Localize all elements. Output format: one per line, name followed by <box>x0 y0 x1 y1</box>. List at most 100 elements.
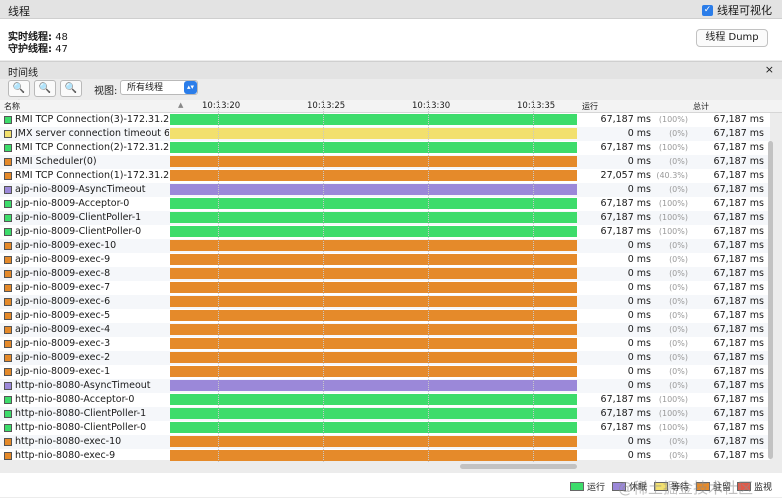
total-time: 67,187 ms <box>713 226 764 237</box>
watermark: @稀土掘金技术社区 <box>618 479 754 497</box>
total-time: 67,187 ms <box>713 128 764 139</box>
timeline-bar <box>170 198 577 209</box>
table-row[interactable]: ajp-nio-8009-ClientPoller-1 67,187 ms (100… <box>0 211 770 225</box>
grid-line <box>218 100 220 462</box>
state-swatch <box>4 340 12 348</box>
total-time: 67,187 ms <box>713 212 764 223</box>
running-percent: (0%) <box>669 381 688 390</box>
thread-name: JMX server connection timeout 60 <box>15 128 169 139</box>
table-row[interactable]: ajp-nio-8009-exec-10 0 ms (0%) 67,187 ms <box>0 239 770 253</box>
table-row[interactable]: ajp-nio-8009-exec-5 0 ms (0%) 67,187 ms <box>0 309 770 323</box>
time-tick: 10:13:30 <box>412 101 451 111</box>
checkbox-checked-icon[interactable]: ✓ <box>702 4 713 16</box>
running-time: 0 ms <box>627 338 651 349</box>
table-row[interactable]: ajp-nio-8009-exec-4 0 ms (0%) 67,187 ms <box>0 323 770 337</box>
timeline-bar <box>170 226 577 237</box>
table-row[interactable]: RMI Scheduler(0) 0 ms (0%) 67,187 ms <box>0 155 770 169</box>
state-swatch <box>4 298 12 306</box>
table-row[interactable]: RMI TCP Connection(1)-172.31.238 27,057 m… <box>0 169 770 183</box>
total-time: 67,187 ms <box>713 380 764 391</box>
threads-header: 线程 ✓ 线程可视化 <box>0 0 782 19</box>
column-total[interactable]: 总计 <box>693 102 709 111</box>
grid-line <box>533 100 535 462</box>
zoom-fit-button[interactable]: 🔍 <box>60 80 82 97</box>
running-time: 0 ms <box>627 366 651 377</box>
table-row[interactable]: http-nio-8080-exec-9 0 ms (0%) 67,187 ms <box>0 449 770 463</box>
running-time: 0 ms <box>627 380 651 391</box>
state-swatch <box>4 396 12 404</box>
running-time: 67,187 ms <box>600 198 651 209</box>
table-row[interactable]: ajp-nio-8009-exec-6 0 ms (0%) 67,187 ms <box>0 295 770 309</box>
running-time: 0 ms <box>627 352 651 363</box>
vertical-scrollbar[interactable] <box>768 141 773 459</box>
table-row[interactable]: JMX server connection timeout 60 0 ms (0%)… <box>0 127 770 141</box>
timeline-bar <box>170 324 577 335</box>
thread-name: http-nio-8080-exec-9 <box>15 450 116 461</box>
select-arrows-icon[interactable]: ▴▾ <box>184 81 197 94</box>
time-tick: 10:13:35 <box>517 101 556 111</box>
total-time: 67,187 ms <box>713 324 764 335</box>
timeline-bar <box>170 338 577 349</box>
state-swatch <box>4 214 12 222</box>
state-swatch <box>4 284 12 292</box>
running-time: 67,187 ms <box>600 212 651 223</box>
table-row[interactable]: ajp-nio-8009-exec-8 0 ms (0%) 67,187 ms <box>0 267 770 281</box>
table-row[interactable]: http-nio-8080-ClientPoller-0 67,187 ms (10… <box>0 421 770 435</box>
table-row[interactable]: RMI TCP Connection(2)-172.31.238 67,187 m… <box>0 141 770 155</box>
running-percent: (100%) <box>658 227 688 236</box>
timeline-bar <box>170 282 577 293</box>
running-percent: (0%) <box>669 185 688 194</box>
thread-name: ajp-nio-8009-AsyncTimeout <box>15 184 146 195</box>
time-tick: 10:13:25 <box>307 101 346 111</box>
timeline-bar <box>170 240 577 251</box>
thread-name: http-nio-8080-ClientPoller-0 <box>15 422 147 433</box>
state-swatch <box>4 116 12 124</box>
table-row[interactable]: ajp-nio-8009-Acceptor-0 67,187 ms (100%) 67… <box>0 197 770 211</box>
table-row[interactable]: http-nio-8080-ClientPoller-1 67,187 ms (10… <box>0 407 770 421</box>
running-time: 0 ms <box>627 254 651 265</box>
table-row[interactable]: ajp-nio-8009-exec-3 0 ms (0%) 67,187 ms <box>0 337 770 351</box>
column-name[interactable]: 名称 <box>4 102 20 111</box>
running-time: 0 ms <box>627 324 651 335</box>
table-row[interactable]: ajp-nio-8009-AsyncTimeout 0 ms (0%) 67,187 … <box>0 183 770 197</box>
table-row[interactable]: ajp-nio-8009-ClientPoller-0 67,187 ms (100… <box>0 225 770 239</box>
running-time: 0 ms <box>627 450 651 461</box>
timeline-bar <box>170 436 577 447</box>
legend-label: 等待 <box>671 483 690 493</box>
running-time: 0 ms <box>627 436 651 447</box>
running-percent: (100%) <box>658 213 688 222</box>
view-select[interactable]: 所有线程 ▴▾ <box>120 80 198 95</box>
thread-dump-button[interactable]: 线程 Dump <box>696 29 768 47</box>
running-percent: (100%) <box>658 143 688 152</box>
timeline-bar <box>170 394 577 405</box>
running-time: 0 ms <box>627 156 651 167</box>
visualize-checkbox[interactable]: ✓ 线程可视化 <box>702 2 772 18</box>
close-icon[interactable]: × <box>764 63 774 76</box>
total-time: 67,187 ms <box>713 198 764 209</box>
table-row[interactable]: ajp-nio-8009-exec-7 0 ms (0%) 67,187 ms <box>0 281 770 295</box>
running-time: 67,187 ms <box>600 114 651 125</box>
table-row[interactable]: RMI TCP Connection(3)-172.31.238 67,187 m… <box>0 113 770 127</box>
time-tick: 10:13:20 <box>202 101 241 111</box>
thread-name: RMI Scheduler(0) <box>15 156 97 167</box>
zoom-in-button[interactable]: 🔍+ <box>8 80 30 109</box>
timeline-bar <box>170 422 577 433</box>
horizontal-scrollbar[interactable] <box>460 464 577 469</box>
table-row[interactable]: http-nio-8080-Acceptor-0 67,187 ms (100%) 6… <box>0 393 770 407</box>
thread-name: ajp-nio-8009-exec-9 <box>15 254 111 265</box>
table-row[interactable]: ajp-nio-8009-exec-2 0 ms (0%) 67,187 ms <box>0 351 770 365</box>
total-time: 67,187 ms <box>713 422 764 433</box>
table-row[interactable]: http-nio-8080-exec-10 0 ms (0%) 67,187 ms <box>0 435 770 449</box>
running-time: 67,187 ms <box>600 226 651 237</box>
table-row[interactable]: ajp-nio-8009-exec-9 0 ms (0%) 67,187 ms <box>0 253 770 267</box>
running-time: 67,187 ms <box>600 408 651 419</box>
table-row[interactable]: http-nio-8080-AsyncTimeout 0 ms (0%) 67,187… <box>0 379 770 393</box>
zoom-out-button[interactable]: 🔍− <box>34 80 56 109</box>
thread-name: RMI TCP Connection(1)-172.31.238 <box>15 170 169 181</box>
column-running[interactable]: 运行 <box>582 102 598 111</box>
thread-name: ajp-nio-8009-exec-7 <box>15 282 111 293</box>
timeline-header: 时间线 × <box>0 61 782 80</box>
table-row[interactable]: ajp-nio-8009-exec-1 0 ms (0%) 67,187 ms <box>0 365 770 379</box>
column-header: 名称 ▲ 10:13:20 10:13:25 10:13:30 10:13:35… <box>0 100 782 113</box>
running-time: 67,187 ms <box>600 422 651 433</box>
